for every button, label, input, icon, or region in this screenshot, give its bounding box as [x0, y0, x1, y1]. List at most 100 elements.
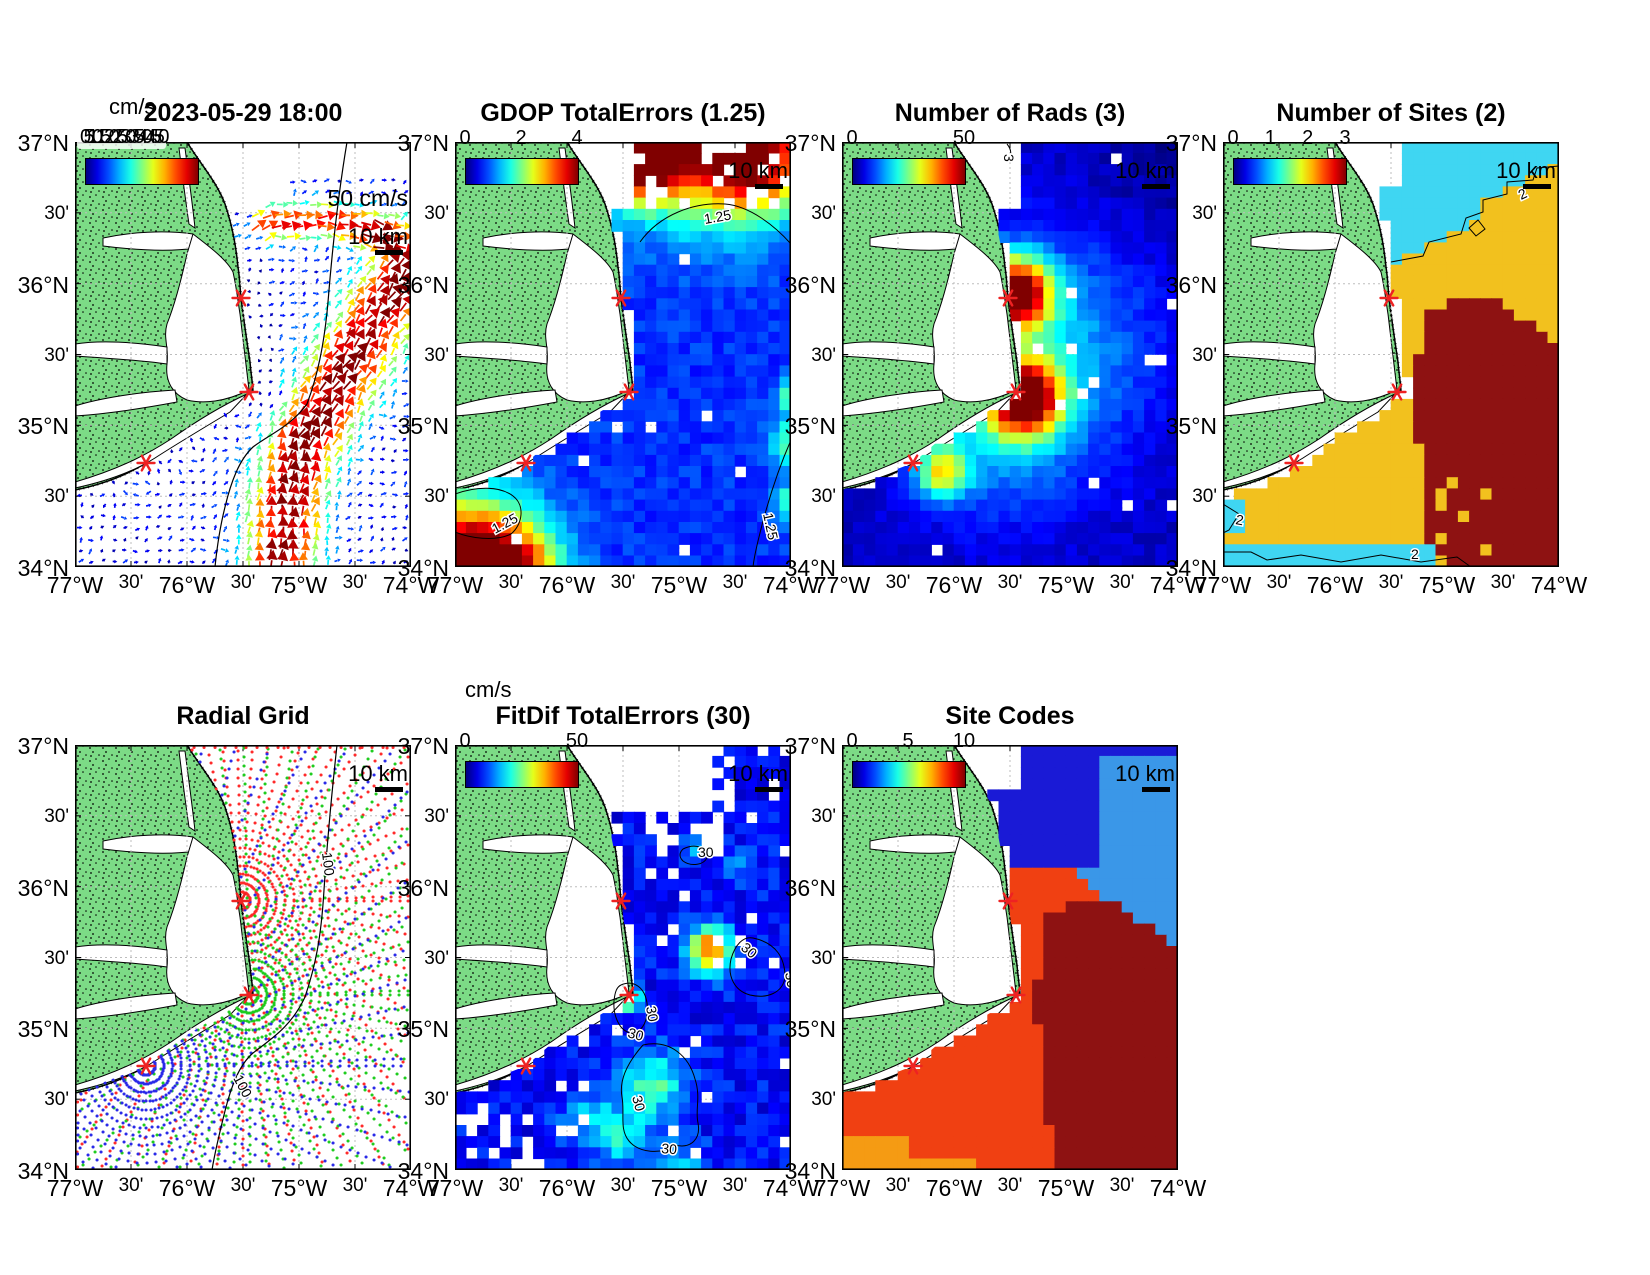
contour-label: 30: [629, 1094, 649, 1113]
gdop-lon-tick: 75°W: [650, 572, 708, 598]
rads-colorbar-tick: 50: [952, 127, 976, 149]
fitdif-lat-tick: 36°N: [397, 874, 449, 901]
fitdif-colorbar-unit: cm/s: [465, 677, 512, 702]
speed-scale-label: 50 cm/s: [327, 185, 408, 211]
radar-site-marker: [1387, 383, 1407, 401]
radar-site-marker: [1379, 289, 1399, 307]
contour-line: [729, 937, 786, 997]
currents-lat-tick: 30': [44, 486, 69, 508]
sound-water: [455, 996, 628, 1092]
contour-label: 1.25: [703, 206, 733, 227]
distance-scale-label: 10 km: [348, 224, 408, 249]
contour-label: 30: [698, 844, 714, 860]
contour-line: [1223, 503, 1240, 534]
fitdif-lat-tick: 37°N: [397, 733, 449, 759]
sound-water: [455, 944, 548, 968]
radar-site-marker: [136, 454, 156, 472]
codes-lon-tick: 75°W: [1037, 1175, 1095, 1201]
radial-lat-tick: 36°N: [17, 874, 69, 901]
rads-title: Number of Rads (3): [894, 99, 1126, 127]
currents-lat-tick: 35°N: [17, 413, 69, 440]
rads-lon-tick: 75°W: [1037, 572, 1095, 598]
radar-site-marker: [611, 289, 631, 307]
fitdif-lat-tick: 30': [424, 947, 449, 969]
sound-water: [545, 836, 630, 1006]
rads-colorbar-tick: 0: [846, 127, 858, 149]
rads-lon-tick: 30': [885, 572, 911, 593]
nsites-lon-tick: 30': [1378, 572, 1404, 593]
contour-line: [620, 1043, 700, 1152]
sound-water: [75, 996, 248, 1092]
sound-water: [842, 992, 945, 1020]
contour-line: [1223, 551, 1472, 567]
radar-site-marker: [516, 454, 536, 472]
codes-lat-tick: 30': [811, 1089, 836, 1111]
map-frame: [842, 142, 1178, 567]
nsites-colorbar-tick: 2: [1302, 127, 1314, 149]
currents-lat-tick: 30': [44, 202, 69, 224]
gdop-lon-tick: 30': [610, 572, 636, 593]
radar-site-marker: [903, 454, 923, 472]
contour-line: [1006, 143, 1012, 163]
currents-lat-tick: 36°N: [17, 271, 69, 298]
currents-lon-tick: 75°W: [270, 572, 328, 598]
radial-lat-tick: 37°N: [17, 733, 69, 759]
distance-scale-label: 10 km: [728, 761, 788, 786]
nsites-lat-tick: 30': [1192, 202, 1217, 224]
distance-scale-label: 10 km: [1115, 158, 1175, 183]
contour-label: 30: [626, 1024, 645, 1044]
currents-colorbar-ticks: 0 5 10 15 20 25 30 35 40 45 50: [77, 126, 170, 149]
radar-site-marker: [239, 383, 259, 401]
rads-map: 3 10 km: [842, 142, 1178, 567]
contour-line: [679, 845, 708, 865]
gdop-colorbar-tick: 2: [515, 127, 527, 149]
radar-site-marker: [516, 1057, 536, 1075]
radar-site-marker: [619, 383, 639, 401]
currents-lon-tick: 74°W: [382, 572, 440, 598]
currents-lon-tick: 30': [342, 572, 368, 593]
sound-water: [455, 389, 558, 417]
radial-lon-tick: 74°W: [382, 1175, 440, 1201]
gdop-colorbar-tick: 0: [459, 127, 471, 149]
nsites-colorbar: [1233, 158, 1347, 185]
radar-site-marker: [998, 892, 1018, 910]
gdop-lat-tick: 35°N: [397, 413, 449, 440]
sound-water: [842, 389, 945, 417]
isobath-100m: [214, 142, 348, 567]
fitdif-lon-tick: 30': [610, 1175, 636, 1196]
nsites-lon-tick: 30': [1266, 572, 1292, 593]
currents-lon-tick: 77°W: [46, 572, 104, 598]
nsites-lon-tick: 74°W: [1530, 572, 1588, 598]
currents-lat-tick: 30': [44, 344, 69, 366]
radial-lat-tick: 30': [44, 947, 69, 969]
sound-water: [75, 992, 178, 1020]
distance-scale-bar: [755, 184, 783, 189]
nsites-lat-tick: 35°N: [1165, 413, 1217, 440]
fitdif-colorbar: [465, 761, 579, 788]
nsites-title: Number of Sites (2): [1276, 99, 1506, 127]
gdop-lon-tick: 76°W: [538, 572, 596, 598]
radar-site-marker: [1006, 986, 1026, 1004]
nsites-lon-tick: 76°W: [1306, 572, 1364, 598]
gdop-data-layer: [455, 142, 791, 567]
sound-water: [455, 992, 558, 1020]
rads-lat-tick: 37°N: [784, 130, 836, 156]
nsites-lon-tick: 75°W: [1418, 572, 1476, 598]
codes-title: Site Codes: [945, 702, 1075, 730]
rads-data-layer: [842, 142, 1178, 567]
sound-water: [75, 944, 168, 968]
distance-scale-bar: [1142, 184, 1170, 189]
codes-lat-tick: 35°N: [784, 1016, 836, 1043]
sound-water: [455, 393, 628, 489]
contour-label: 30: [782, 971, 791, 989]
codes-lon-tick: 76°W: [925, 1175, 983, 1201]
gdop-lon-tick: 74°W: [762, 572, 820, 598]
currents-lat-tick: 34°N: [17, 555, 69, 581]
rads-colorbar: [852, 158, 966, 185]
nsites-data-layer: [1223, 142, 1559, 567]
contour-line: [1468, 219, 1486, 237]
codes-lat-tick: 36°N: [784, 874, 836, 901]
radial-lat-tick: 30': [44, 805, 69, 827]
map-frame: [75, 745, 411, 1170]
